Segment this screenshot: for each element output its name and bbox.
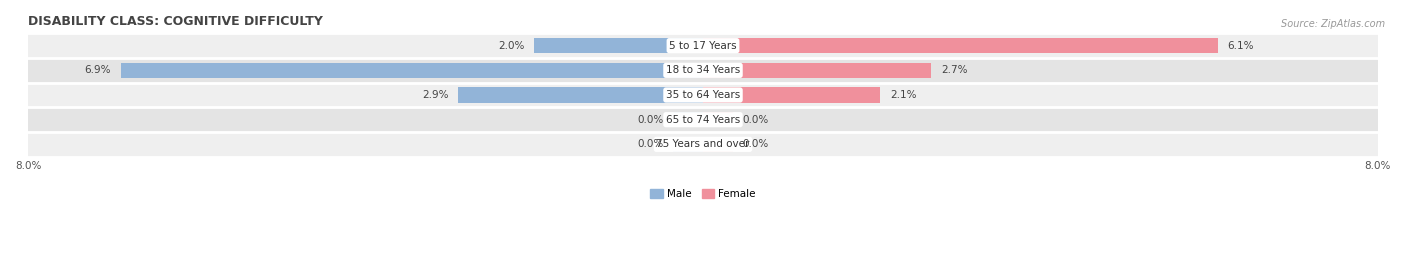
Text: 2.0%: 2.0% bbox=[498, 41, 524, 51]
Text: 6.9%: 6.9% bbox=[84, 65, 111, 75]
Bar bbox=[121, 63, 703, 78]
Text: 65 to 74 Years: 65 to 74 Years bbox=[666, 115, 740, 125]
Bar bbox=[534, 38, 703, 53]
Text: Source: ZipAtlas.com: Source: ZipAtlas.com bbox=[1281, 19, 1385, 29]
Text: 35 to 64 Years: 35 to 64 Years bbox=[666, 90, 740, 100]
Text: 2.1%: 2.1% bbox=[890, 90, 917, 100]
Bar bbox=[703, 112, 733, 127]
Text: 0.0%: 0.0% bbox=[742, 115, 769, 125]
Bar bbox=[703, 87, 880, 103]
Text: 0.0%: 0.0% bbox=[637, 139, 664, 149]
Text: 0.0%: 0.0% bbox=[742, 139, 769, 149]
Bar bbox=[673, 112, 703, 127]
Legend: Male, Female: Male, Female bbox=[645, 185, 761, 203]
Text: DISABILITY CLASS: COGNITIVE DIFFICULTY: DISABILITY CLASS: COGNITIVE DIFFICULTY bbox=[28, 15, 323, 28]
Text: 2.7%: 2.7% bbox=[941, 65, 967, 75]
Bar bbox=[28, 33, 1378, 58]
Text: 5 to 17 Years: 5 to 17 Years bbox=[669, 41, 737, 51]
Bar bbox=[703, 63, 931, 78]
Bar bbox=[703, 137, 733, 152]
Bar bbox=[703, 38, 1218, 53]
Text: 0.0%: 0.0% bbox=[637, 115, 664, 125]
Text: 18 to 34 Years: 18 to 34 Years bbox=[666, 65, 740, 75]
Text: 75 Years and over: 75 Years and over bbox=[657, 139, 749, 149]
Text: 2.9%: 2.9% bbox=[422, 90, 449, 100]
Bar bbox=[28, 132, 1378, 157]
Bar bbox=[458, 87, 703, 103]
Bar bbox=[28, 83, 1378, 107]
Bar bbox=[28, 107, 1378, 132]
Text: 6.1%: 6.1% bbox=[1227, 41, 1254, 51]
Bar bbox=[673, 137, 703, 152]
Bar bbox=[28, 58, 1378, 83]
